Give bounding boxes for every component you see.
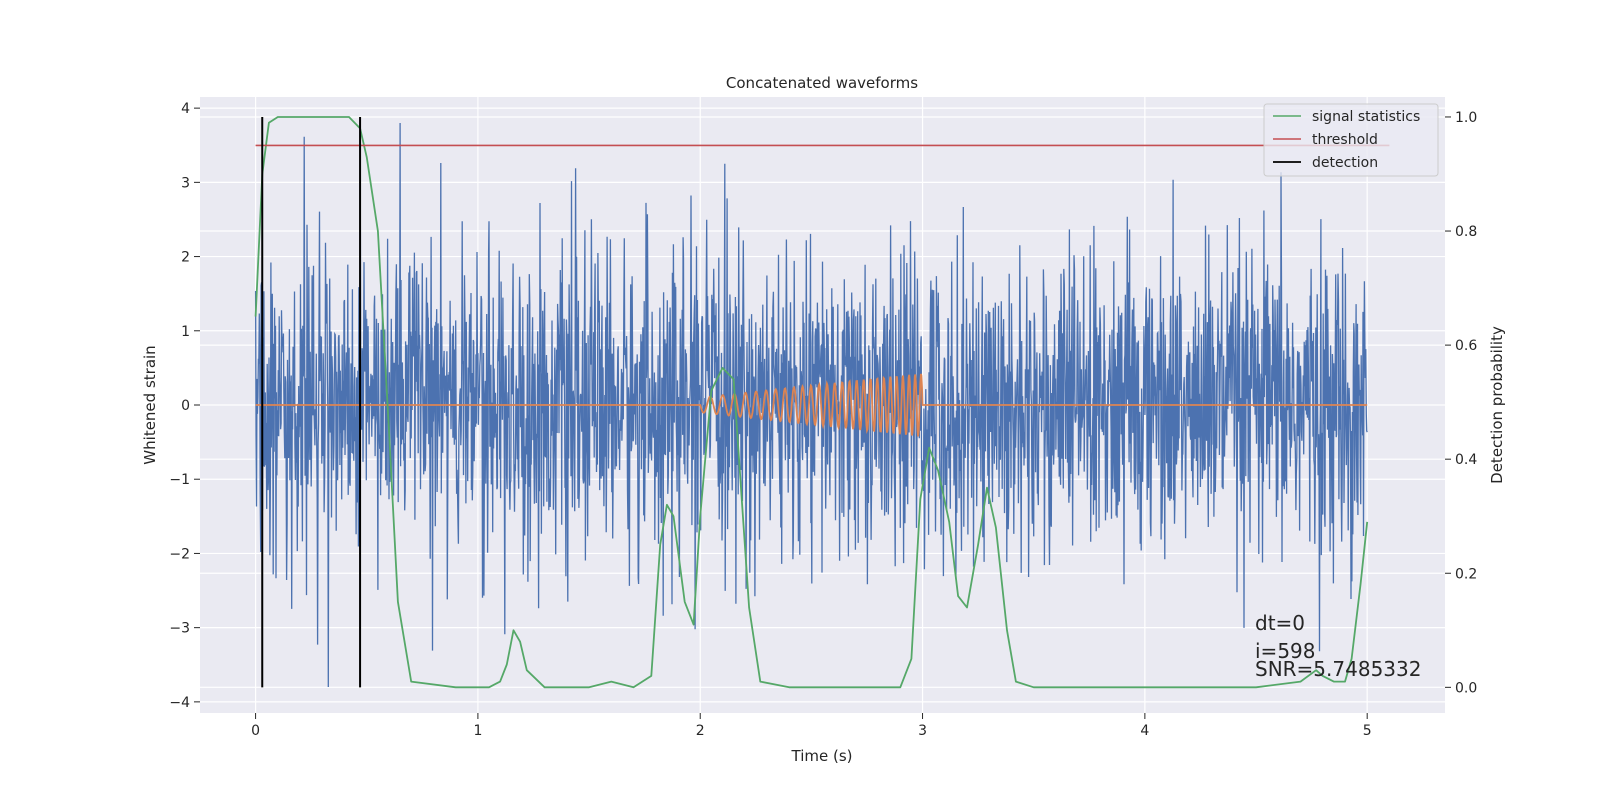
annotation-snr: SNR=5.7485332 — [1255, 657, 1421, 681]
x-tick-label: 3 — [918, 723, 927, 739]
x-tick-label: 5 — [1363, 723, 1372, 739]
annotation-dt: dt=0 — [1255, 611, 1305, 635]
x-tick-label: 4 — [1140, 723, 1149, 739]
data-layer — [254, 116, 1390, 689]
y-left-tick-label: 2 — [181, 250, 190, 266]
y-left-tick-label: −4 — [169, 695, 190, 711]
y-right-tick-label: 0.6 — [1455, 338, 1477, 354]
x-tick-label: 0 — [251, 723, 260, 739]
y-left-tick-label: 3 — [181, 175, 190, 191]
series-whitened-strain — [254, 122, 1368, 688]
legend-label-threshold: threshold — [1312, 132, 1378, 148]
x-tick-label: 2 — [696, 723, 705, 739]
axes: 0 1 2 3 4 5 −4 −3 −2 −1 0 1 2 3 4 0.0 0.2 0.4 0.6 0.8 1.0 — [169, 101, 1477, 739]
y-left-tick-label: 0 — [181, 398, 190, 414]
legend-label-detection: detection — [1312, 155, 1378, 171]
series-template-waveform — [255, 373, 1368, 437]
annotation-block: dt=0 i=598 SNR=5.7485332 — [1255, 611, 1421, 681]
y-right-tick-label: 0.0 — [1455, 680, 1477, 696]
y-left-tick-label: 4 — [181, 101, 190, 117]
x-axis-label: Time (s) — [791, 747, 853, 765]
y-axis-left-label: Whitened strain — [141, 345, 159, 464]
legend-frame — [1263, 103, 1439, 177]
y-right-tick-label: 0.2 — [1455, 566, 1477, 582]
legend-label-signal-statistics: signal statistics — [1312, 109, 1420, 125]
y-right-tick-label: 0.4 — [1455, 452, 1477, 468]
x-tick-label: 1 — [473, 723, 482, 739]
y-left-tick-label: −3 — [169, 621, 190, 637]
series-signal-statistics — [254, 116, 1369, 689]
y-left-tick-label: 1 — [181, 324, 190, 340]
legend: signal statistics threshold detection — [1263, 103, 1439, 177]
y-right-tick-label: 0.8 — [1455, 224, 1477, 240]
y-axis-right-label: Detection probability — [1488, 326, 1506, 484]
y-right-tick-label: 1.0 — [1455, 110, 1477, 126]
y-left-tick-label: −2 — [169, 546, 190, 562]
annotation-i: i=598 — [1255, 639, 1316, 663]
y-left-tick-label: −1 — [169, 472, 190, 488]
chart-title: Concatenated waveforms — [726, 74, 918, 92]
